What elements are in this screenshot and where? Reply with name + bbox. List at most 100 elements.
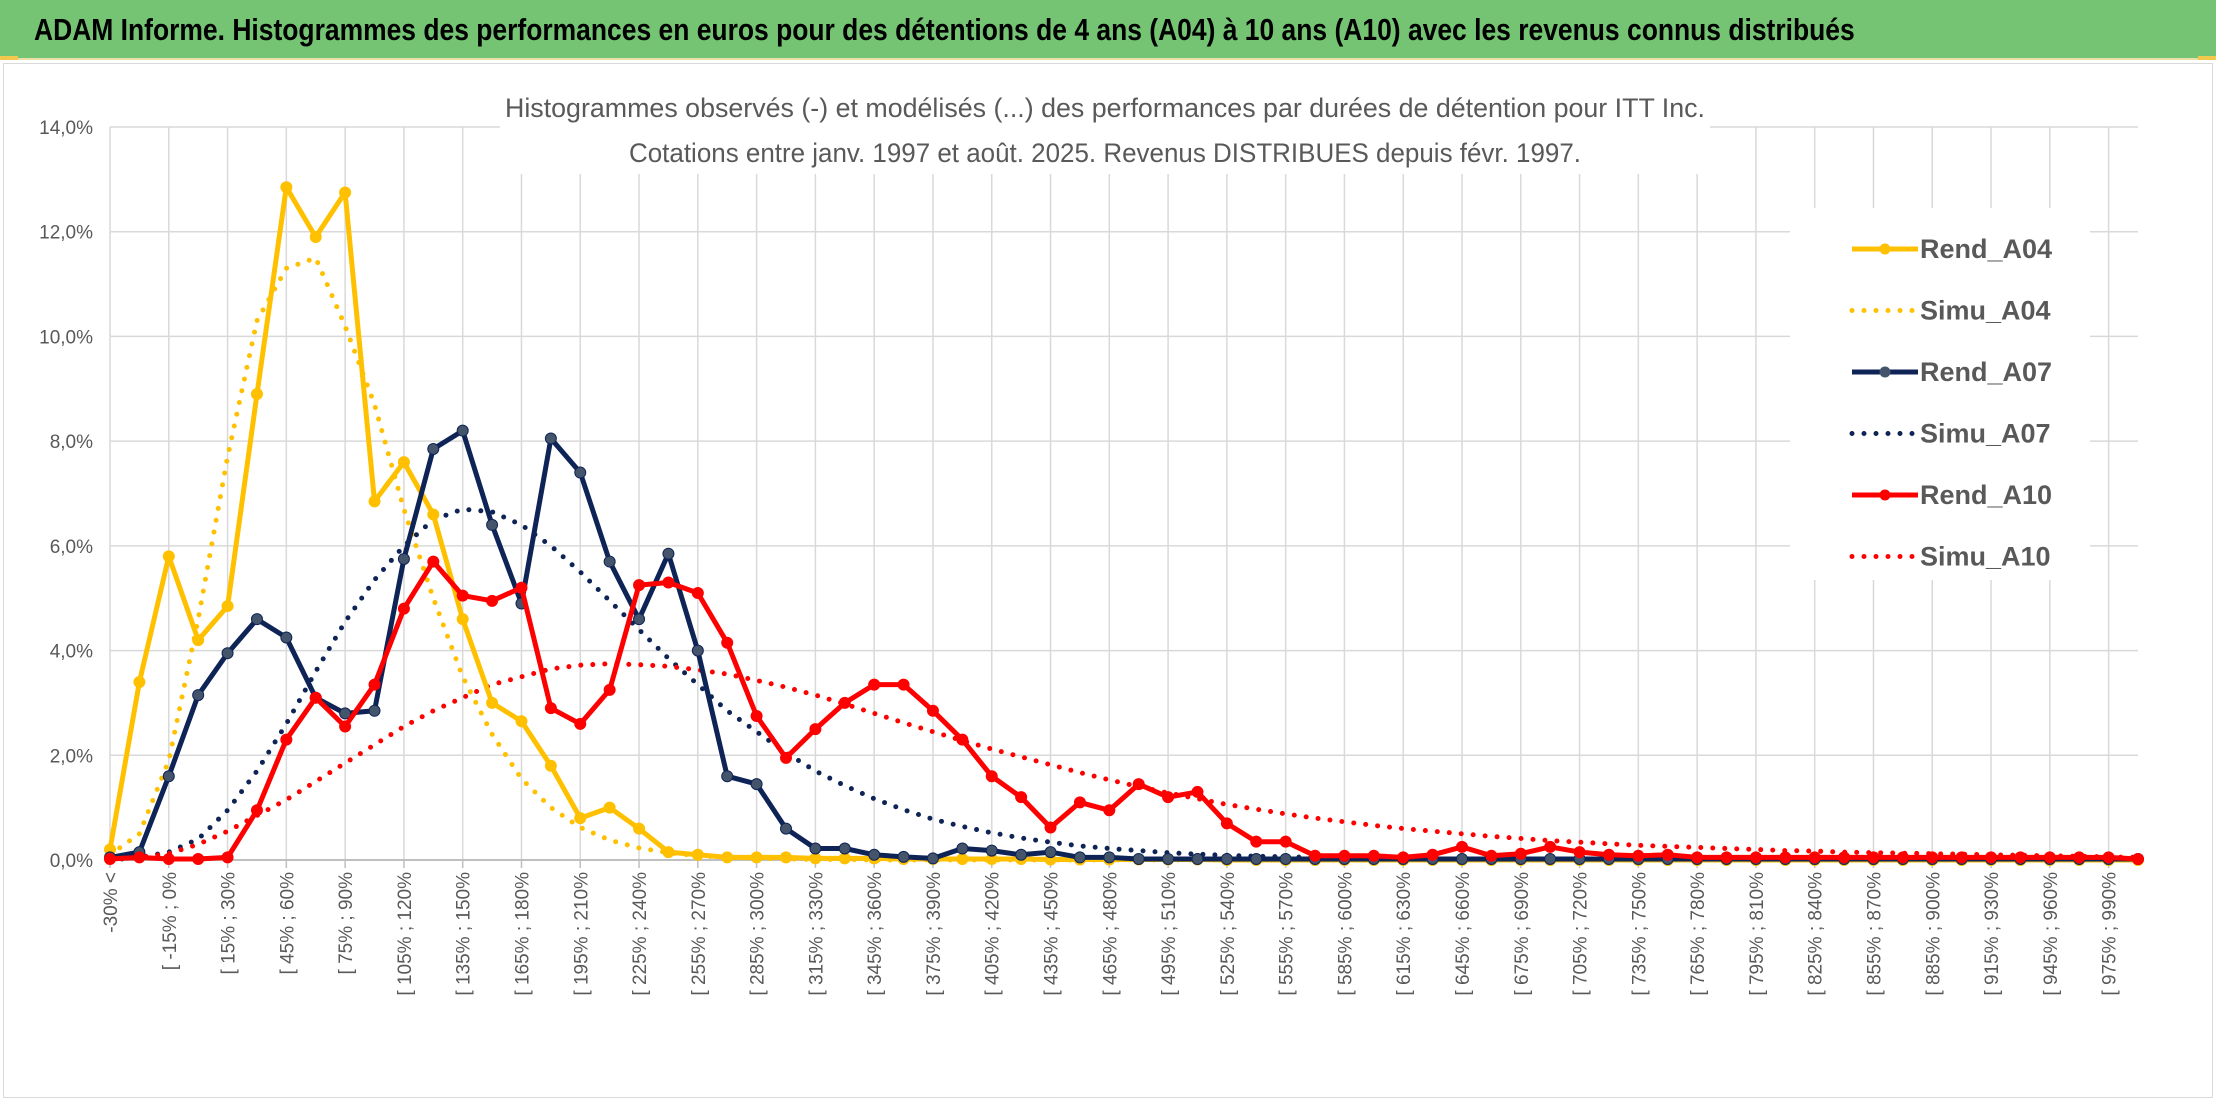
data-point-rend-a04	[192, 634, 205, 647]
data-point-rend-a10	[1838, 851, 1851, 864]
data-point-rend-a07	[838, 842, 851, 855]
legend-label-simu-a04: Simu_A04	[1920, 296, 2051, 326]
data-point-rend-a07	[1073, 851, 1086, 864]
corner-mark-left	[0, 56, 18, 60]
data-point-rend-a10	[1573, 846, 1586, 859]
x-tick-label: [ 675% ; 690%	[1512, 872, 1533, 996]
data-point-rend-a10	[1485, 849, 1498, 862]
data-point-rend-a10	[662, 576, 675, 589]
x-tick-label: [ 765% ; 780%	[1688, 872, 1709, 996]
data-point-rend-a10	[486, 594, 499, 607]
data-point-rend-a04	[397, 456, 410, 469]
data-point-rend-a04	[662, 846, 675, 859]
data-point-rend-a04	[838, 852, 851, 865]
data-point-rend-a07	[574, 466, 587, 479]
data-point-rend-a10	[162, 852, 175, 865]
data-point-rend-a07	[250, 613, 263, 626]
data-point-rend-a07	[192, 689, 205, 702]
x-tick-label: [ 885% ; 900%	[1923, 872, 1944, 996]
x-tick-label: [ 15% ; 30%	[219, 872, 240, 975]
data-point-rend-a10	[2014, 851, 2027, 864]
data-point-rend-a07	[633, 613, 646, 626]
data-point-rend-a10	[780, 751, 792, 764]
data-point-rend-a10	[1896, 851, 1909, 864]
x-axis: -30% < [ -15% ; 0% [ 15% ; 30% [ 45% ; 60% […	[101, 859, 2138, 996]
data-point-rend-a04	[956, 852, 969, 865]
x-tick-label: [ 705% ; 720%	[1571, 872, 1592, 996]
data-point-rend-a10	[1250, 835, 1263, 848]
x-tick-label: [ 75% ; 90%	[336, 872, 357, 975]
data-point-rend-a07	[280, 631, 293, 644]
legend-label-rend-a07: Rend_A07	[1920, 357, 2052, 387]
data-point-rend-a07	[1132, 852, 1145, 865]
data-point-rend-a04	[544, 759, 557, 772]
data-point-rend-a10	[985, 770, 998, 783]
data-point-rend-a10	[221, 851, 234, 864]
legend-marker-rend-a10	[1879, 489, 1891, 501]
x-tick-label: -30% <	[101, 872, 122, 933]
data-point-rend-a10	[926, 704, 939, 717]
data-point-rend-a07	[750, 778, 763, 791]
data-point-rend-a04	[339, 186, 352, 199]
data-point-rend-a10	[633, 579, 646, 592]
data-point-rend-a10	[574, 717, 587, 730]
data-point-rend-a07	[427, 442, 440, 455]
y-tick-label: 12,0%	[39, 223, 93, 244]
chart-frame	[3, 63, 2213, 1098]
legend-label-rend-a10: Rend_A10	[1920, 480, 2052, 510]
corner-mark-right	[2198, 56, 2216, 60]
data-point-rend-a10	[1162, 791, 1175, 804]
data-point-rend-a10	[1691, 851, 1704, 864]
data-point-rend-a07	[956, 842, 969, 855]
data-point-rend-a10	[427, 555, 440, 568]
data-point-rend-a04	[221, 600, 234, 613]
x-tick-label: [ 465% ; 480%	[1100, 872, 1121, 996]
x-tick-label: [ 555% ; 570%	[1277, 872, 1298, 996]
data-point-rend-a07	[339, 707, 352, 720]
data-point-rend-a04	[456, 613, 469, 626]
data-point-rend-a04	[750, 851, 763, 864]
data-point-rend-a04	[780, 851, 792, 864]
y-tick-label: 14,0%	[39, 118, 93, 139]
x-tick-label: [ 615% ; 630%	[1394, 872, 1415, 996]
x-tick-label: [ 495% ; 510%	[1159, 872, 1180, 996]
data-point-rend-a10	[280, 733, 293, 746]
data-point-rend-a10	[1456, 840, 1468, 853]
x-tick-label: [ 795% ; 810%	[1747, 872, 1768, 996]
chart-title: Histogrammes observés (-) et modélisés (…	[505, 93, 1705, 123]
y-tick-label: 10,0%	[39, 327, 93, 348]
data-point-rend-a10	[2043, 851, 2056, 864]
page-title: ADAM Informe. Histogrammes des performan…	[34, 12, 1855, 47]
x-tick-label: [ 825% ; 840%	[1806, 872, 1827, 996]
x-tick-label: [ 645% ; 660%	[1453, 872, 1474, 996]
data-point-rend-a10	[1749, 851, 1762, 864]
data-point-rend-a07	[221, 647, 234, 660]
data-point-rend-a07	[897, 850, 910, 863]
data-point-rend-a10	[1779, 851, 1792, 864]
data-point-rend-a10	[1808, 851, 1821, 864]
data-point-rend-a10	[956, 733, 969, 746]
data-point-rend-a10	[2102, 851, 2115, 864]
data-point-rend-a10	[2073, 851, 2086, 864]
data-point-rend-a10	[691, 586, 704, 599]
data-point-rend-a04	[427, 508, 440, 521]
data-point-rend-a10	[1220, 817, 1233, 830]
data-point-rend-a10	[515, 581, 528, 594]
page-header: ADAM Informe. Histogrammes des performan…	[0, 0, 2216, 60]
legend-label-rend-a04: Rend_A04	[1920, 234, 2052, 264]
x-tick-label: [ 405% ; 420%	[983, 872, 1004, 996]
x-tick-label: [ 915% ; 930%	[1982, 872, 2003, 996]
legend-marker-rend-a07	[1879, 366, 1891, 378]
data-point-rend-a04	[486, 696, 499, 709]
data-point-rend-a10	[1867, 851, 1880, 864]
data-point-rend-a07	[1103, 851, 1116, 864]
data-point-rend-a07	[809, 842, 822, 855]
data-point-rend-a07	[1015, 848, 1028, 861]
data-point-rend-a07	[486, 518, 499, 531]
x-tick-label: [ 345% ; 360%	[865, 872, 886, 996]
data-point-rend-a04	[162, 550, 175, 563]
x-tick-label: [ 945% ; 960%	[2041, 872, 2062, 996]
data-point-rend-a07	[162, 770, 175, 783]
data-point-rend-a07	[691, 644, 704, 657]
